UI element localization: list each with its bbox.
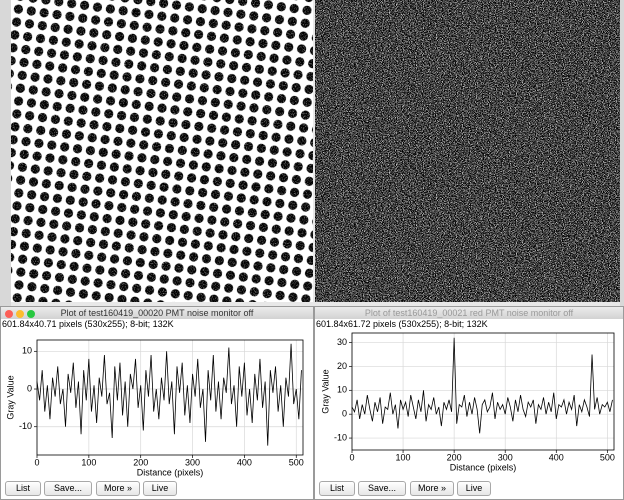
plot-window: Plot of test160419_00021 red PMT noise m…: [314, 306, 624, 500]
image-info: 601.84x40.71 pixels (530x255); 8-bit; 13…: [2, 319, 174, 329]
button[interactable]: List: [5, 481, 41, 496]
button[interactable]: Live: [143, 481, 177, 496]
left-image-noise: [11, 0, 313, 302]
image-views: [0, 0, 624, 306]
window-title: Plot of test160419_00020 PMT noise monit…: [60, 308, 254, 318]
button[interactable]: Save...: [358, 481, 406, 496]
button[interactable]: More »: [410, 481, 454, 496]
plot-window: Plot of test160419_00020 PMT noise monit…: [0, 306, 314, 500]
scrollbar: [0, 0, 11, 306]
button[interactable]: Live: [457, 481, 491, 496]
image-info: 601.84x61.72 pixels (530x255); 8-bit; 13…: [316, 319, 488, 329]
right-image-noise: [315, 0, 620, 302]
window-title: Plot of test160419_00021 red PMT noise m…: [364, 308, 574, 318]
button[interactable]: Save...: [44, 481, 92, 496]
button[interactable]: List: [319, 481, 355, 496]
title-bar: Plot of test160419_00020 PMT noise monit…: [1, 307, 313, 319]
scrollbar: [620, 0, 624, 306]
title-bar: Plot of test160419_00021 red PMT noise m…: [315, 307, 623, 319]
button[interactable]: More »: [96, 481, 140, 496]
window-controls[interactable]: [5, 309, 38, 319]
